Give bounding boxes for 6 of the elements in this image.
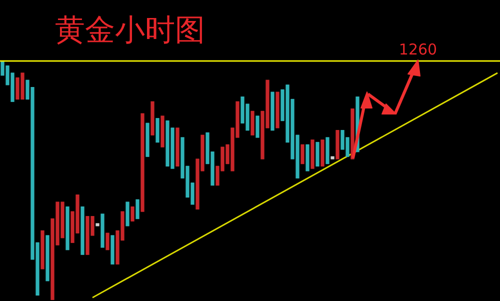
candlestick xyxy=(130,206,134,222)
candlestick xyxy=(136,199,140,220)
candlestick xyxy=(300,144,304,164)
candlestick xyxy=(106,232,110,250)
chart-title: 黄金小时图 xyxy=(55,12,205,50)
text: 1260 xyxy=(398,40,438,58)
